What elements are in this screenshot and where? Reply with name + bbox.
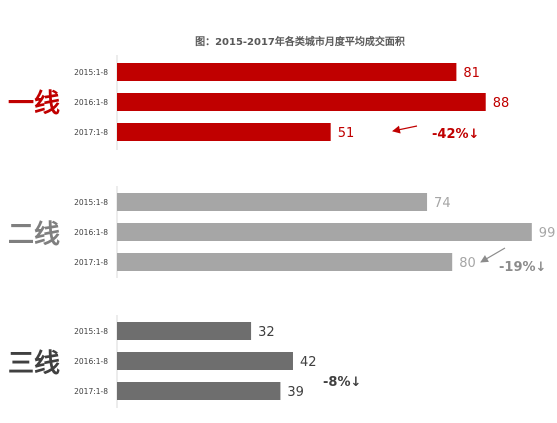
bar bbox=[117, 93, 486, 111]
data-label: 42 bbox=[300, 355, 317, 370]
bar bbox=[117, 352, 293, 370]
tier-label: 三线 bbox=[8, 349, 60, 379]
bar bbox=[117, 223, 532, 241]
plot-area: 一线 2015:1-8 81 2016:1-8 88 2017:1-8 51 -42%↓ 二线 2… bbox=[8, 55, 555, 408]
tick-label: 2017:1-8 bbox=[74, 258, 108, 267]
data-label: 32 bbox=[258, 325, 275, 340]
bar bbox=[117, 123, 331, 141]
tick-label: 2016:1-8 bbox=[74, 98, 108, 107]
tick-label: 2016:1-8 bbox=[74, 228, 108, 237]
bar bbox=[117, 253, 453, 271]
change-annotation: -8%↓ bbox=[323, 375, 361, 390]
data-label: 39 bbox=[287, 385, 304, 400]
bar bbox=[117, 193, 428, 211]
change-arrow bbox=[392, 125, 418, 134]
data-label: 81 bbox=[463, 66, 480, 81]
data-label: 88 bbox=[493, 96, 510, 111]
tick-label: 2017:1-8 bbox=[74, 387, 108, 396]
change-annotation: -42%↓ bbox=[432, 127, 479, 142]
data-label: 74 bbox=[434, 196, 451, 211]
tick-label: 2015:1-8 bbox=[74, 198, 108, 207]
data-label: 80 bbox=[459, 256, 476, 271]
tick-label: 2016:1-8 bbox=[74, 357, 108, 366]
bar bbox=[117, 382, 281, 400]
tick-label: 2015:1-8 bbox=[74, 327, 108, 336]
change-arrow bbox=[480, 247, 506, 263]
tier-label: 一线 bbox=[8, 89, 60, 119]
chart-title: 图：2015-2017年各类城市月度平均成交面积 bbox=[195, 35, 405, 48]
bar bbox=[117, 63, 457, 81]
data-label: 99 bbox=[539, 226, 556, 241]
bar bbox=[117, 322, 252, 340]
change-annotation: -19%↓ bbox=[499, 260, 546, 275]
tier-label: 二线 bbox=[8, 220, 60, 250]
data-label: 51 bbox=[338, 126, 355, 141]
tick-label: 2015:1-8 bbox=[74, 68, 108, 77]
tick-label: 2017:1-8 bbox=[74, 128, 108, 137]
